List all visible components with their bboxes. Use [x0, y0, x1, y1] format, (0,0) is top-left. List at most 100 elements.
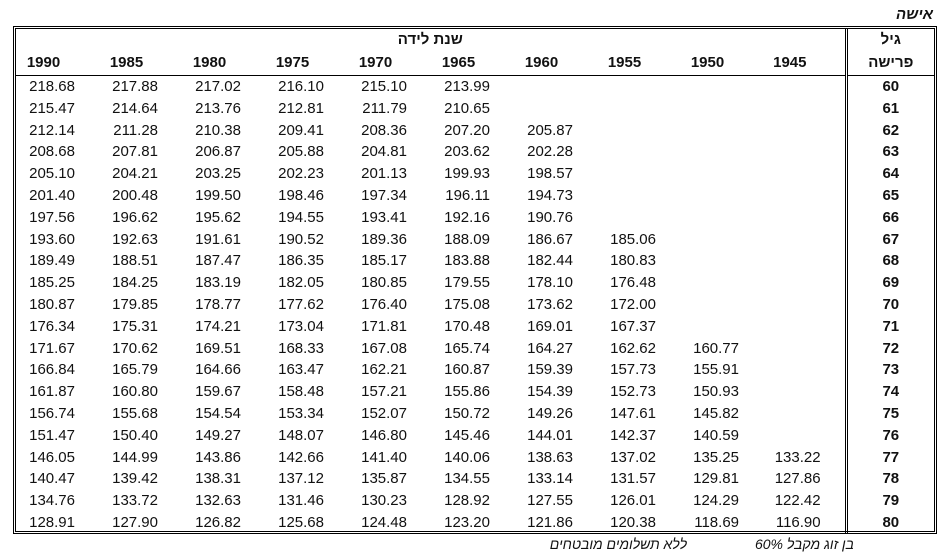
value-cell: 152.07: [361, 404, 407, 422]
value-cell: 125.68: [278, 513, 324, 531]
value-cell: 210.65: [444, 99, 490, 117]
value-cell: 164.66: [195, 361, 241, 379]
value-cell: 186.35: [278, 252, 324, 270]
age-header: גיל: [844, 29, 934, 51]
value-cell: 163.47: [278, 361, 324, 379]
value-cell: 142.37: [610, 426, 656, 444]
year-header: 1970: [348, 51, 431, 76]
value-cell: 148.07: [278, 426, 324, 444]
value-cell: 145.82: [693, 404, 739, 422]
value-cell: 162.21: [361, 361, 407, 379]
value-cell: 185.17: [361, 252, 407, 270]
value-cell: 176.40: [361, 295, 407, 313]
value-cell: 154.39: [527, 383, 573, 401]
age-cell: 65: [844, 184, 934, 207]
value-cell: [597, 163, 680, 185]
value-cell: 170.48: [444, 317, 490, 335]
value-cell: 185.06: [610, 230, 656, 248]
value-cell: 188.51: [112, 252, 158, 270]
data-row: 166.84 165.79 164.66 163.47 162.21 160.87 159.…: [16, 359, 934, 382]
value-cell: 138.31: [195, 470, 241, 488]
value-cell: 194.73: [527, 186, 573, 204]
data-row: 205.10 204.21 203.25 202.23 201.13 199.93 198.…: [16, 163, 934, 185]
footer-spouse: בן זוג מקבל 60%: [754, 536, 854, 552]
value-cell: 140.47: [29, 470, 75, 488]
age-cell: 78: [844, 468, 934, 491]
value-cell: 141.40: [361, 448, 407, 466]
value-cell: 158.48: [278, 383, 324, 401]
value-cell: 159.67: [195, 383, 241, 401]
table-frame: שנת לידה גיל 1990 1985 1980 1975 1970 1965 1960 1…: [13, 26, 937, 534]
data-row: 156.74 155.68 154.54 153.34 152.07 150.72 149.…: [16, 402, 934, 425]
age-cell: 68: [844, 250, 934, 273]
value-cell: 192.16: [444, 208, 490, 226]
value-cell: 140.59: [693, 426, 739, 444]
value-cell: 135.87: [361, 470, 407, 488]
value-cell: 176.34: [29, 317, 75, 335]
value-cell: 167.37: [610, 317, 656, 335]
value-cell: 154.54: [195, 404, 241, 422]
value-cell: 150.93: [693, 383, 739, 401]
value-cell: [514, 76, 597, 98]
data-row: 212.14 211.28 210.38 209.41 208.36 207.20 205.…: [16, 119, 934, 142]
value-cell: 201.13: [361, 165, 407, 183]
value-cell: 143.86: [195, 448, 241, 466]
value-cell: [763, 359, 846, 381]
value-cell: 205.88: [278, 143, 324, 161]
year-header: 1985: [99, 51, 182, 76]
value-cell: 150.40: [112, 426, 158, 444]
value-cell: 206.87: [195, 143, 241, 161]
value-cell: 135.25: [693, 448, 739, 466]
value-cell: 182.44: [527, 252, 573, 270]
value-cell: [680, 316, 763, 338]
value-cell: 186.67: [527, 230, 573, 248]
value-cell: 209.41: [278, 121, 324, 139]
value-cell: 160.80: [112, 383, 158, 401]
value-cell: 175.31: [112, 317, 158, 335]
value-cell: 144.99: [112, 448, 158, 466]
value-cell: [763, 316, 846, 338]
age-cell: 75: [844, 402, 934, 425]
value-cell: [763, 185, 846, 207]
value-cell: [763, 98, 846, 120]
value-cell: 140.06: [444, 448, 490, 466]
value-cell: 130.23: [361, 492, 407, 510]
value-cell: [680, 141, 763, 163]
data-row: 151.47 150.40 149.27 148.07 146.80 145.46 144.…: [16, 424, 934, 447]
value-cell: 170.62: [112, 339, 158, 357]
value-cell: 124.48: [361, 513, 407, 531]
value-cell: 199.93: [444, 165, 490, 183]
value-cell: 169.51: [195, 339, 241, 357]
value-cell: [680, 185, 763, 207]
title: אישה: [896, 6, 933, 23]
value-cell: [763, 141, 846, 163]
age-cell: 61: [844, 97, 934, 120]
value-cell: 146.05: [29, 448, 75, 466]
value-cell: 121.86: [527, 513, 573, 531]
value-cell: 156.74: [29, 404, 75, 422]
value-cell: 138.63: [527, 448, 573, 466]
value-cell: 160.77: [693, 339, 739, 357]
value-cell: 159.39: [527, 361, 573, 379]
year-header: 1965: [431, 51, 514, 76]
value-cell: 132.63: [195, 492, 241, 510]
value-cell: 155.91: [693, 361, 739, 379]
year-header: 1960: [514, 51, 597, 76]
value-cell: [680, 229, 763, 251]
value-cell: 129.81: [693, 470, 739, 488]
age-cell: 80: [844, 511, 934, 534]
age-cell: 74: [844, 381, 934, 403]
value-cell: [763, 229, 846, 251]
value-cell: 145.46: [444, 426, 490, 444]
value-cell: 191.61: [195, 230, 241, 248]
value-cell: 165.74: [444, 339, 490, 357]
value-cell: 204.81: [361, 143, 407, 161]
data-row: 128.91 127.90 126.82 125.68 124.48 123.20 121.…: [16, 511, 934, 534]
value-cell: 127.86: [774, 470, 821, 488]
birth-year-header: שנת לידה: [397, 31, 463, 48]
data-row: 197.56 196.62 195.62 194.55 193.41 192.16 190.…: [16, 206, 934, 229]
value-cell: 203.62: [444, 143, 490, 161]
value-cell: 149.26: [527, 404, 573, 422]
value-cell: 168.33: [278, 339, 324, 357]
year-header: 1950: [680, 51, 763, 76]
